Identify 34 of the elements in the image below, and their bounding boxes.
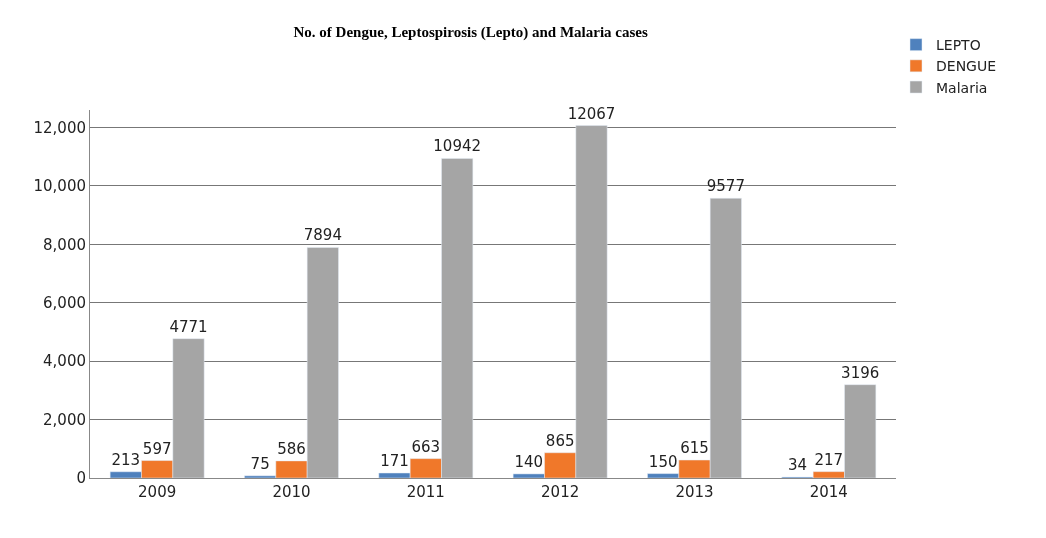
y-tick-label: 12,000 <box>33 118 86 137</box>
y-tick-label: 2,000 <box>43 410 86 429</box>
y-tick-label: 4,000 <box>43 352 86 371</box>
data-label: 865 <box>545 431 575 450</box>
data-label: 34 <box>787 456 808 475</box>
chart-title: No. of Dengue, Leptospirosis (Lepto) and Malaria cases <box>293 24 649 42</box>
x-tick-label: 2010 <box>272 483 311 501</box>
x-tick-label: 2009 <box>138 483 177 501</box>
data-label: 663 <box>411 437 441 456</box>
legend-label: DENGUE <box>936 58 997 75</box>
x-tick-label: 2014 <box>809 483 848 501</box>
x-tick-label: 2012 <box>541 483 580 501</box>
data-label: 586 <box>277 439 306 458</box>
data-label: 171 <box>380 452 409 471</box>
y-tick-label: 8,000 <box>43 235 86 254</box>
x-tick-label: 2013 <box>675 483 714 501</box>
data-label: 140 <box>514 452 544 471</box>
data-label: 150 <box>648 452 678 471</box>
legend-label: Malaria <box>936 79 988 96</box>
y-tick-label: 0 <box>76 469 86 488</box>
x-tick-label: 2011 <box>406 483 445 501</box>
y-tick-label: 10,000 <box>33 177 86 196</box>
legend-label: LEPTO <box>936 37 981 54</box>
data-label: 10942 <box>433 137 482 156</box>
data-label: 12067 <box>567 104 616 123</box>
data-label: 75 <box>250 454 270 473</box>
data-label: 615 <box>680 439 709 458</box>
data-label: 217 <box>814 450 844 469</box>
data-label: 3196 <box>841 363 880 382</box>
data-label: 213 <box>111 450 141 469</box>
data-label: 4771 <box>169 317 208 336</box>
data-label: 7894 <box>303 226 342 245</box>
y-tick-label: 6,000 <box>43 294 86 313</box>
data-label: 597 <box>142 439 172 458</box>
